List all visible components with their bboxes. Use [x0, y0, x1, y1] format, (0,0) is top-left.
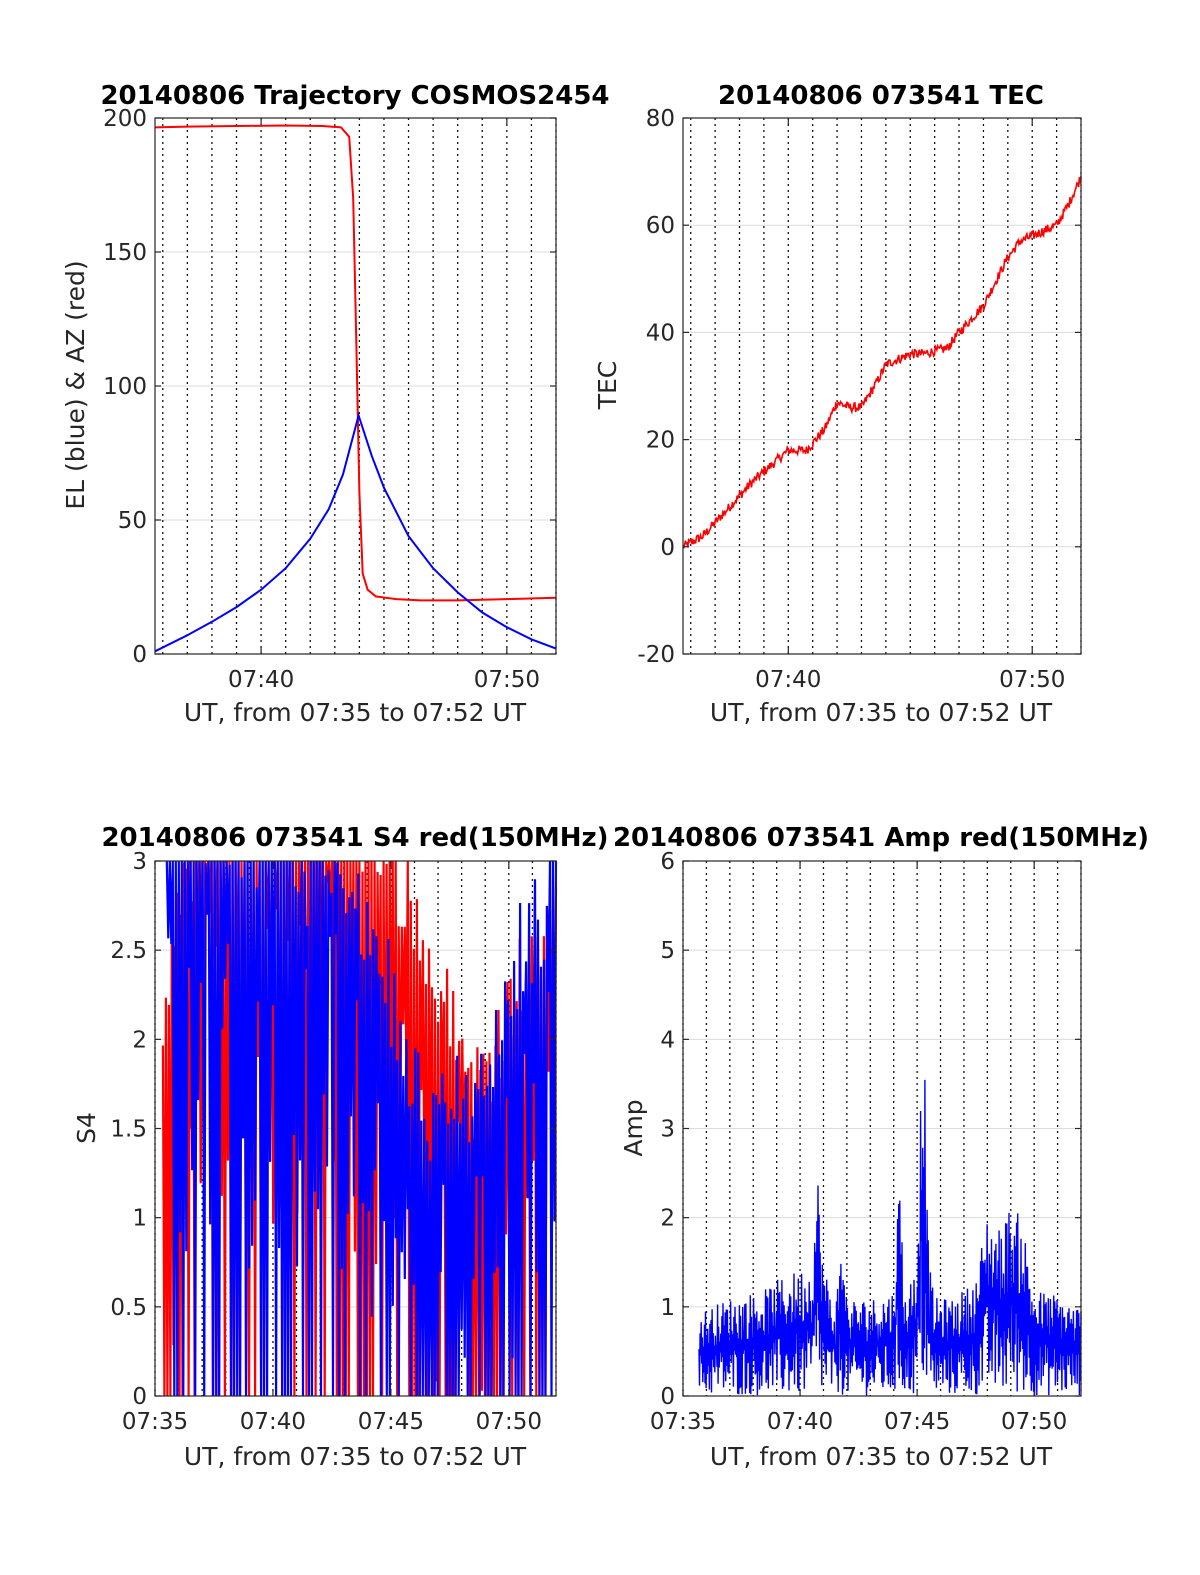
x-tick-label: 07:40 [755, 667, 821, 693]
x-tick-label: 07:40 [228, 667, 294, 693]
y-tick-label: 0.5 [110, 1295, 147, 1321]
y-tick-label: 40 [646, 320, 675, 346]
y-axis-label: EL (blue) & AZ (red) [61, 260, 90, 509]
panel-s4: 20140806 073541 S4 red(150MHz) UT, from … [72, 823, 609, 1471]
y-axis-label: Amp [619, 1099, 648, 1156]
y-tick-label: 5 [660, 938, 675, 964]
panel-amp: 20140806 073541 Amp red(150MHz) UT, from… [613, 823, 1149, 1471]
y-tick-label: 1.5 [110, 1117, 147, 1143]
series-line [154, 124, 557, 602]
y-tick-label: 3 [132, 849, 147, 875]
chart-title: 20140806 073541 S4 red(150MHz) [101, 823, 608, 853]
y-tick-label: 6 [660, 849, 675, 875]
y-tick-label: 1 [660, 1295, 675, 1321]
x-axis-label: UT, from 07:35 to 07:52 UT [710, 1442, 1053, 1471]
y-tick-label: 200 [103, 106, 147, 132]
y-tick-label: 0 [660, 535, 675, 561]
x-axis-label: UT, from 07:35 to 07:52 UT [184, 1442, 527, 1471]
y-tick-label: 80 [646, 106, 675, 132]
y-tick-label: 20 [646, 428, 675, 454]
series-line [154, 411, 557, 653]
y-tick-label: 4 [660, 1027, 675, 1053]
y-tick-label: 0 [132, 642, 147, 668]
y-tick-label: -20 [637, 642, 675, 668]
y-tick-label: 2 [660, 1206, 675, 1232]
panel-tec: 20140806 073541 TEC UT, from 07:35 to 07… [593, 81, 1082, 727]
x-tick-label: 07:45 [358, 1409, 424, 1435]
y-tick-label: 1 [132, 1206, 147, 1232]
x-axis-label: UT, from 07:35 to 07:52 UT [184, 698, 527, 727]
x-tick-label: 07:40 [767, 1409, 833, 1435]
y-tick-label: 0 [132, 1384, 147, 1410]
y-axis-label: TEC [593, 361, 622, 411]
y-tick-label: 0 [660, 1384, 675, 1410]
x-tick-label: 07:50 [476, 1409, 542, 1435]
series-line [698, 1079, 1082, 1396]
x-tick-label: 07:50 [474, 667, 540, 693]
y-tick-label: 3 [660, 1117, 675, 1143]
y-tick-label: 2.5 [110, 938, 147, 964]
x-tick-label: 07:45 [884, 1409, 950, 1435]
panel-trajectory: 20140806 Trajectory COSMOS2454 UT, from … [61, 81, 610, 727]
x-tick-label: 07:50 [999, 667, 1065, 693]
chart-title: 20140806 Trajectory COSMOS2454 [100, 81, 609, 111]
x-axis-label: UT, from 07:35 to 07:52 UT [710, 698, 1053, 727]
chart-title: 20140806 073541 Amp red(150MHz) [613, 823, 1149, 853]
series-line [682, 175, 1082, 549]
y-axis-label: S4 [72, 1112, 101, 1144]
y-tick-label: 150 [103, 240, 147, 266]
x-tick-label: 07:35 [650, 1409, 716, 1435]
x-tick-label: 07:50 [1001, 1409, 1067, 1435]
y-tick-label: 100 [103, 374, 147, 400]
x-tick-label: 07:40 [240, 1409, 306, 1435]
series-line [165, 860, 558, 1397]
y-tick-label: 50 [118, 508, 147, 534]
x-tick-label: 07:35 [122, 1409, 188, 1435]
y-tick-label: 2 [132, 1027, 147, 1053]
chart-title: 20140806 073541 TEC [718, 81, 1044, 111]
axes-box [682, 117, 1082, 655]
y-tick-label: 60 [646, 213, 675, 239]
